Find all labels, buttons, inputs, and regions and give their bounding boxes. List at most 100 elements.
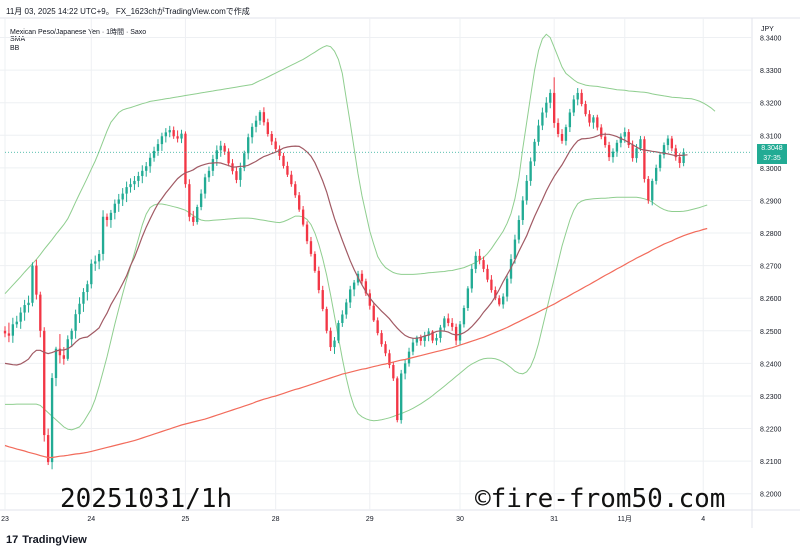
candle-body <box>109 212 113 221</box>
indicator-label-bb[interactable]: BB <box>10 45 20 52</box>
bollinger-lower-line <box>5 196 708 431</box>
candle-body <box>549 92 552 103</box>
candle-body <box>403 363 407 374</box>
candle-body <box>11 324 15 336</box>
candle-body <box>113 203 117 213</box>
candle-body <box>647 178 650 201</box>
candle-body <box>90 263 93 285</box>
candle-body <box>313 253 317 271</box>
candle-body <box>494 290 497 299</box>
candle-body <box>352 282 356 290</box>
candle-body <box>545 102 548 113</box>
candle-body <box>39 294 42 331</box>
candle-body <box>482 260 485 269</box>
y-tick-label: 8.2500 <box>760 329 782 336</box>
y-tick-label: 8.2100 <box>760 459 782 466</box>
candle-body <box>407 351 411 364</box>
candle-body <box>290 174 293 185</box>
candle-body <box>97 253 101 262</box>
candle-body <box>50 378 54 463</box>
candle-body <box>117 199 120 204</box>
candle-body <box>94 261 97 264</box>
candle-body <box>86 284 89 293</box>
candle-body <box>490 279 493 291</box>
x-tick-label: 29 <box>366 516 374 523</box>
y-tick-label: 8.3400 <box>760 36 782 43</box>
candle-body <box>247 137 250 154</box>
candle-body <box>462 307 466 325</box>
candle-body <box>635 148 638 159</box>
candle-body <box>502 296 505 305</box>
candle-body <box>196 206 199 222</box>
indicator-label-sma[interactable]: SMA <box>10 36 26 43</box>
candle-body <box>498 298 501 305</box>
candle-body <box>262 112 266 123</box>
candle-body <box>258 112 262 121</box>
currency-label: JPY <box>761 26 774 33</box>
candle-body <box>458 324 462 341</box>
x-tick-label: 23 <box>1 516 9 523</box>
brand-name: TradingView <box>22 534 87 546</box>
y-tick-label: 8.2200 <box>760 427 782 434</box>
candle-body <box>164 132 167 137</box>
candle-body <box>368 293 371 306</box>
candle-body <box>19 312 22 322</box>
candle-body <box>254 120 258 127</box>
candle-body <box>54 348 58 379</box>
y-tick-label: 8.3300 <box>760 68 782 75</box>
candle-body <box>176 136 179 139</box>
candle-body <box>553 92 556 123</box>
candle-body <box>682 152 685 163</box>
candle-body <box>329 330 332 348</box>
candle-body <box>427 331 430 336</box>
candle-body <box>23 305 26 313</box>
candle-body <box>156 144 160 151</box>
candle-body <box>415 337 419 343</box>
x-tick-label: 25 <box>182 516 190 523</box>
candle-body <box>474 255 477 269</box>
candle-body <box>235 171 238 180</box>
symbol-title[interactable]: Mexican Peso/Japanese Yen · 1時間 · Saxo <box>10 29 147 36</box>
candle-body <box>168 130 171 133</box>
candle-body <box>600 127 603 137</box>
candle-body <box>160 136 164 145</box>
candle-body <box>133 180 136 185</box>
candle-body <box>674 148 677 158</box>
candle-body <box>266 122 269 134</box>
candle-body <box>125 187 128 194</box>
last-price-value: 8.3048 <box>761 145 783 153</box>
tradingview-logo[interactable]: 17 TradingView <box>6 534 87 546</box>
candle-body <box>3 330 7 334</box>
candle-body <box>623 132 626 137</box>
x-tick-label: 28 <box>272 516 280 523</box>
sma-short-line <box>4 133 688 366</box>
candle-body <box>309 241 313 254</box>
candle-body <box>572 99 575 113</box>
caption-site-credit: ©fire-from50.com <box>475 484 726 514</box>
candle-body <box>207 170 211 178</box>
candle-body <box>141 170 144 177</box>
candle-body <box>615 142 619 152</box>
candle-body <box>513 239 517 260</box>
y-tick-label: 8.2700 <box>760 264 782 271</box>
candle-body <box>325 308 328 331</box>
candle-body <box>341 314 344 323</box>
bollinger-upper-line <box>4 33 716 295</box>
candle-body <box>619 136 623 143</box>
candle-body <box>596 117 599 128</box>
candle-body <box>219 145 222 151</box>
candle-body <box>270 133 273 142</box>
candle-body <box>243 153 246 168</box>
x-tick-label: 30 <box>456 516 464 523</box>
candle-body <box>470 268 473 289</box>
candle-body <box>82 292 85 304</box>
candle-body <box>537 125 540 142</box>
candle-body <box>560 133 564 141</box>
candle-body <box>651 180 654 201</box>
candle-body <box>447 318 450 323</box>
candle-body <box>333 340 336 348</box>
candle-body <box>121 193 124 200</box>
candle-body <box>505 278 509 297</box>
candle-body <box>439 327 442 338</box>
